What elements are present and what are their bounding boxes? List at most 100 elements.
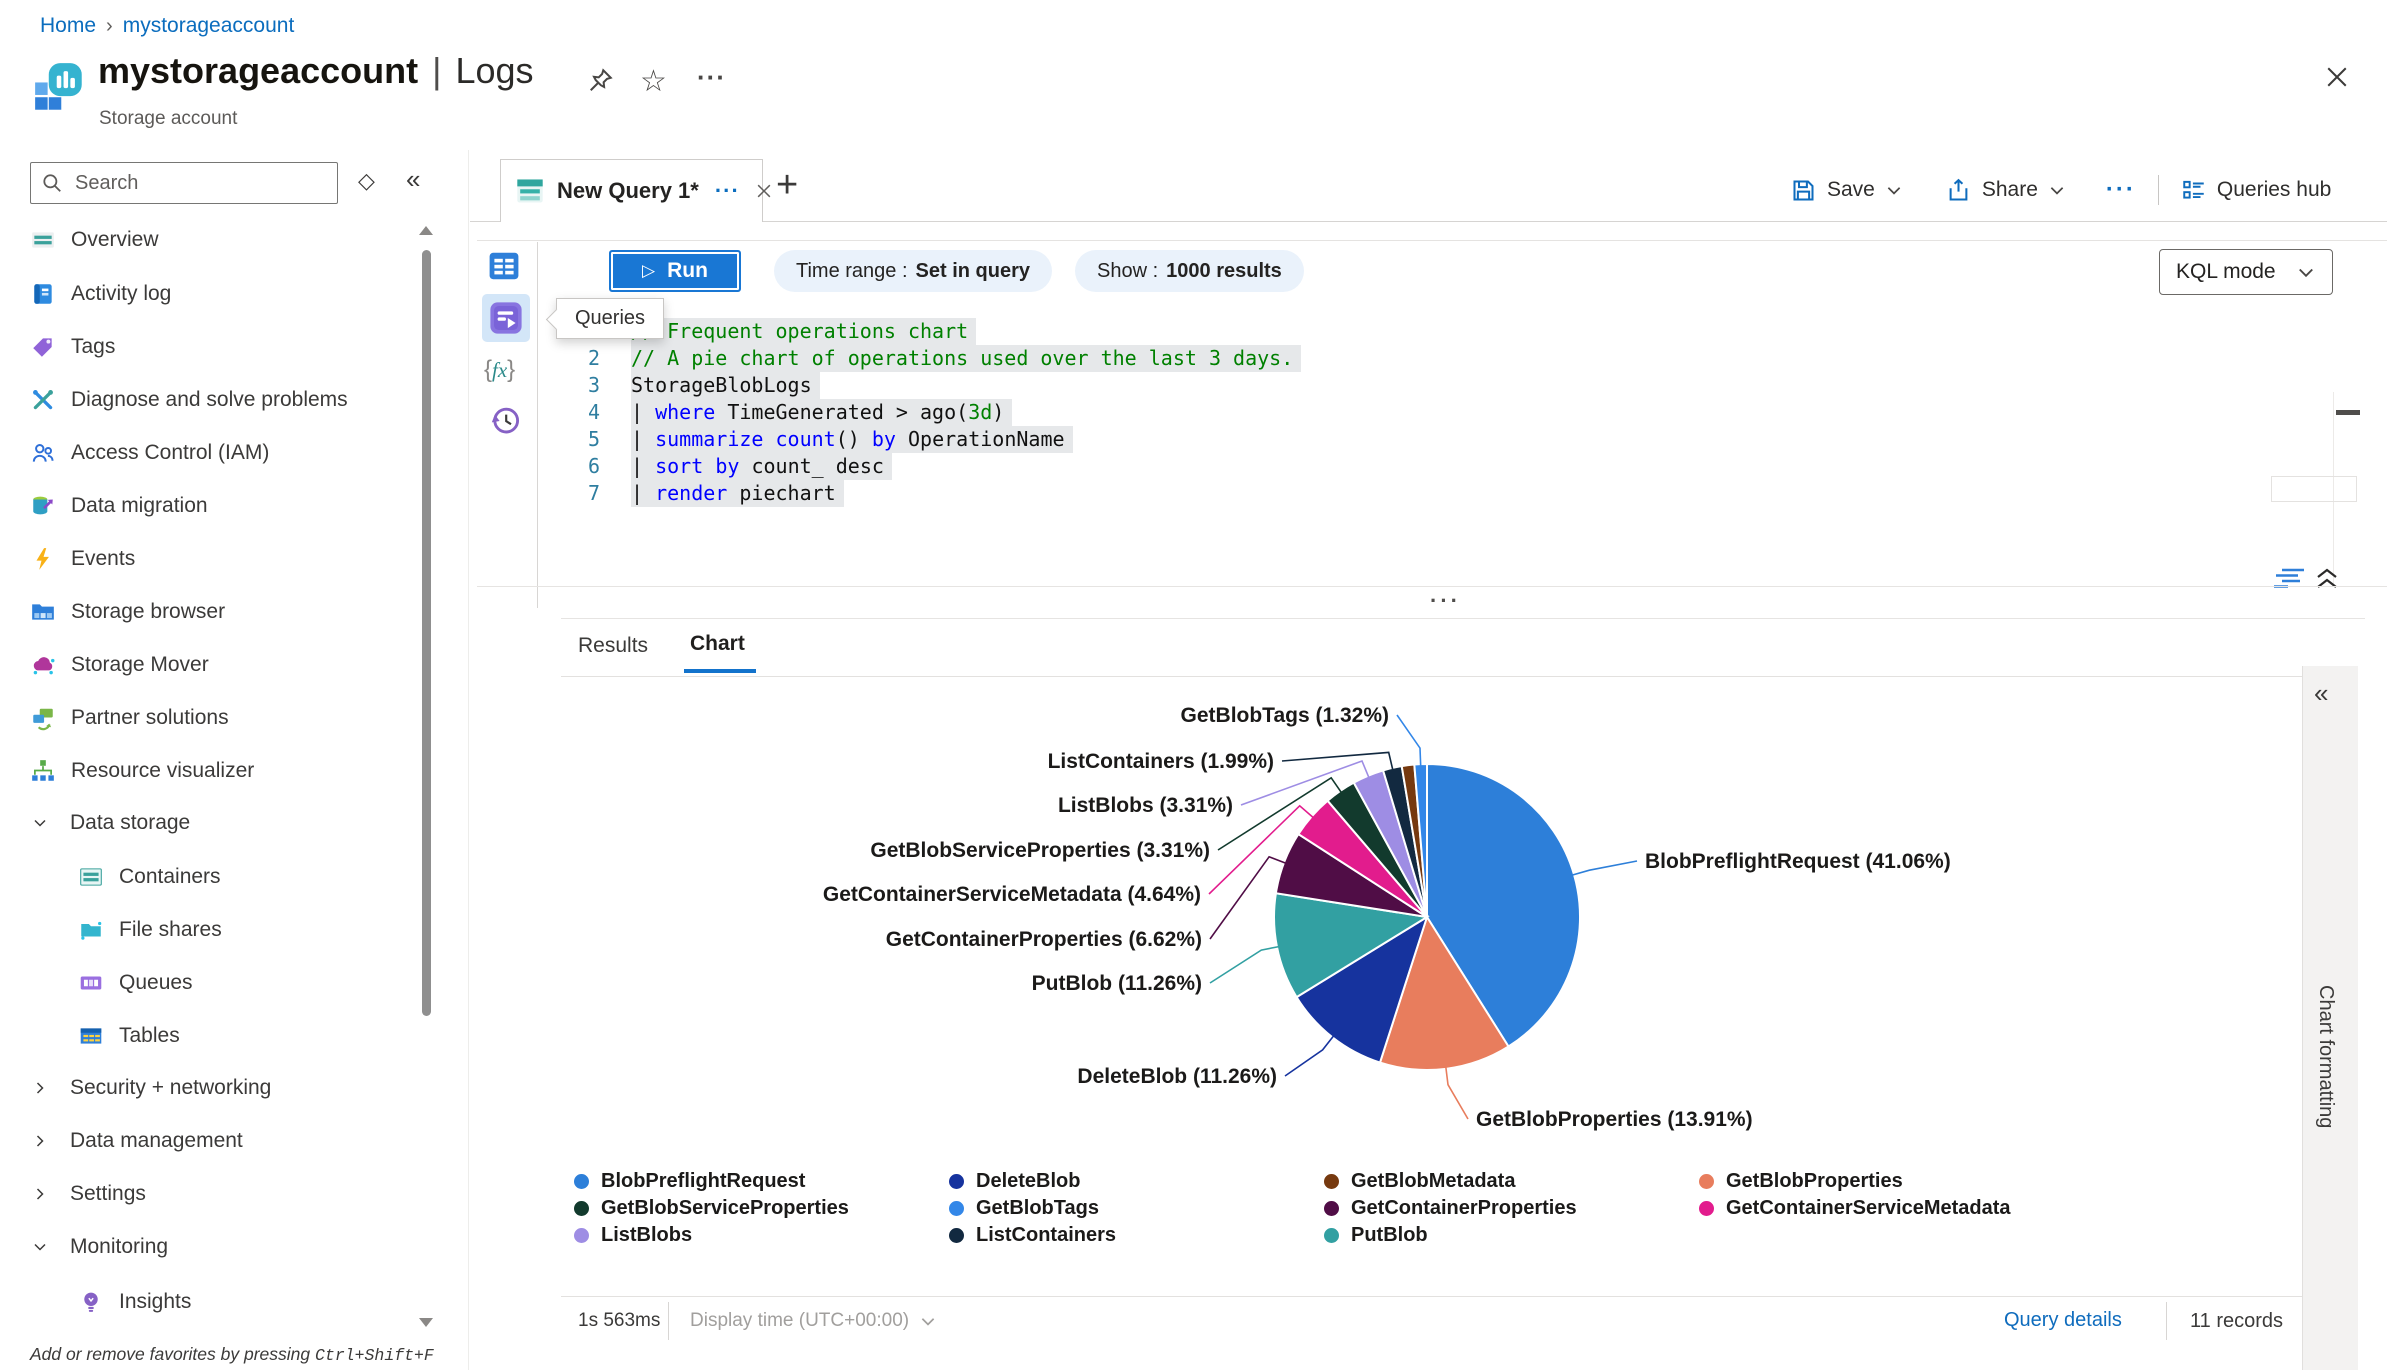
- search-input[interactable]: [75, 171, 315, 195]
- format-query-icon[interactable]: [2272, 566, 2306, 592]
- query-elapsed-time: 1s 563ms: [578, 1310, 661, 1331]
- sidebar-item-monitoring[interactable]: Monitoring: [0, 1224, 412, 1270]
- play-icon: ▷: [642, 261, 656, 280]
- tabbar-border: [470, 221, 2387, 222]
- storage-account-logo-icon: [34, 62, 84, 112]
- sidebar-item-activity-log[interactable]: Activity log: [0, 271, 412, 317]
- scrollbar-down-arrow[interactable]: [419, 1318, 433, 1327]
- chevron-down-icon[interactable]: [30, 813, 50, 833]
- legend-label: GetBlobTags: [976, 1197, 1099, 1219]
- sidebar-item-tables[interactable]: Tables: [0, 1013, 412, 1059]
- share-button[interactable]: Share: [1945, 177, 2066, 204]
- tab-results[interactable]: Results: [578, 634, 649, 657]
- chevron-right-icon[interactable]: [30, 1078, 50, 1098]
- label-leader-line: [1209, 855, 1287, 940]
- sidebar-item-access-control-iam[interactable]: Access Control (IAM): [0, 430, 412, 476]
- legend-item-getcontainerservicemetadata[interactable]: GetContainerServiceMetadata: [1699, 1195, 2074, 1222]
- sidebar-item-settings[interactable]: Settings: [0, 1171, 412, 1217]
- selected-code: | render piechart: [631, 480, 844, 507]
- query-details-link[interactable]: Query details: [2004, 1309, 2122, 1331]
- new-tab-button[interactable]: +: [776, 164, 799, 206]
- legend-label: GetBlobProperties: [1726, 1170, 1903, 1192]
- search-icon: [41, 172, 63, 194]
- expand-formatting-icon[interactable]: «: [2314, 678, 2329, 708]
- display-time-select[interactable]: Display time (UTC+00:00): [690, 1310, 937, 1332]
- sidebar-item-label: Partner solutions: [71, 706, 229, 729]
- sidebar-item-resource-visualizer[interactable]: Resource visualizer: [0, 748, 412, 794]
- legend-item-getblobmetadata[interactable]: GetBlobMetadata: [1324, 1168, 1699, 1195]
- sidebar-item-diagnose-and-solve-problems[interactable]: Diagnose and solve problems: [0, 377, 412, 423]
- editor-line-1[interactable]: 1// Frequent operations chart: [560, 318, 2330, 345]
- editor-bottom-border: [477, 586, 2387, 587]
- chevron-right-icon[interactable]: [30, 1131, 50, 1151]
- legend-item-getcontainerproperties[interactable]: GetContainerProperties: [1324, 1195, 1699, 1222]
- run-button[interactable]: ▷ Run: [609, 250, 741, 292]
- collapse-editor-icon[interactable]: [2312, 564, 2342, 592]
- sidebar-item-storage-browser[interactable]: Storage browser: [0, 589, 412, 635]
- result-limit-picker[interactable]: Show : 1000 results: [1075, 250, 1304, 292]
- sidebar-item-label: Resource visualizer: [71, 759, 255, 782]
- pin-menu-icon[interactable]: ◇: [358, 168, 375, 193]
- sidebar-item-queues[interactable]: Queues: [0, 960, 412, 1006]
- editor-line-7[interactable]: 7 | render piechart: [560, 480, 2330, 507]
- editor-line-2[interactable]: 2 // A pie chart of operations used over …: [560, 345, 2330, 372]
- tab-chart[interactable]: Chart: [690, 632, 745, 655]
- chevron-right-icon[interactable]: [30, 1184, 50, 1204]
- legend-dot-icon: [949, 1174, 964, 1189]
- sidebar-item-security-networking[interactable]: Security + networking: [0, 1065, 412, 1111]
- chevron-down-icon[interactable]: [30, 1237, 50, 1257]
- sidebar-item-file-shares[interactable]: File shares: [0, 907, 412, 953]
- legend-item-blobpreflightrequest[interactable]: BlobPreflightRequest: [574, 1168, 949, 1195]
- editor-line-3[interactable]: 3 StorageBlobLogs: [560, 372, 2330, 399]
- breadcrumb-home-link[interactable]: Home: [40, 14, 97, 37]
- scrollbar-up-arrow[interactable]: [419, 226, 433, 235]
- favorite-star-icon[interactable]: ☆: [640, 65, 667, 98]
- panel-resize-handle[interactable]: ···: [1430, 588, 1461, 613]
- legend-item-getblobproperties[interactable]: GetBlobProperties: [1699, 1168, 2074, 1195]
- editor-line-5[interactable]: 5 | summarize count() by OperationName: [560, 426, 2330, 453]
- tab-menu-icon[interactable]: ···: [714, 178, 740, 203]
- sidebar-item-data-migration[interactable]: Data migration: [0, 483, 412, 529]
- sidebar-item-storage-mover[interactable]: Storage Mover: [0, 642, 412, 688]
- sidebar-scrollbar-thumb[interactable]: [422, 250, 431, 1016]
- legend-item-listblobs[interactable]: ListBlobs: [574, 1222, 949, 1249]
- pin-icon[interactable]: [585, 66, 615, 96]
- queries-pane-icon[interactable]: [488, 300, 524, 336]
- toolbar-more-icon[interactable]: ···: [2105, 176, 2136, 203]
- time-range-picker[interactable]: Time range : Set in query: [774, 250, 1053, 292]
- collapse-sidebar-icon[interactable]: «: [406, 164, 421, 194]
- selected-code: | where TimeGenerated > ago(3d): [631, 399, 1013, 426]
- sidebar-item-partner-solutions[interactable]: Partner solutions: [0, 695, 412, 741]
- sidebar-item-data-management[interactable]: Data management: [0, 1118, 412, 1164]
- sidebar-item-data-storage[interactable]: Data storage: [0, 800, 412, 846]
- breadcrumb-current-link[interactable]: mystorageaccount: [122, 14, 295, 37]
- queues-icon: [78, 970, 104, 996]
- legend-item-getblobtags[interactable]: GetBlobTags: [949, 1195, 1324, 1222]
- sidebar-item-label: Diagnose and solve problems: [71, 388, 348, 411]
- sidebar-item-tags[interactable]: Tags: [0, 324, 412, 370]
- sidebar-item-overview[interactable]: Overview: [0, 217, 412, 263]
- tab-new-query-1[interactable]: New Query 1* ···: [500, 159, 771, 222]
- events-icon: [30, 546, 56, 572]
- legend-item-deleteblob[interactable]: DeleteBlob: [949, 1168, 1324, 1195]
- sidebar-item-events[interactable]: Events: [0, 536, 412, 582]
- query-history-icon[interactable]: [487, 402, 523, 438]
- legend-item-putblob[interactable]: PutBlob: [1324, 1222, 1699, 1249]
- kql-mode-select[interactable]: KQL mode: [2159, 249, 2333, 295]
- editor-line-6[interactable]: 6 | sort by count_ desc: [560, 453, 2330, 480]
- legend-item-listcontainers[interactable]: ListContainers: [949, 1222, 1324, 1249]
- tab-close-icon[interactable]: [754, 181, 774, 201]
- editor-line-4[interactable]: 4 | where TimeGenerated > ago(3d): [560, 399, 2330, 426]
- queries-hub-button[interactable]: Queries hub: [2181, 177, 2331, 203]
- sidebar-item-label: Insights: [119, 1290, 192, 1313]
- save-button[interactable]: Save: [1790, 177, 1903, 204]
- legend-item-getblobserviceproperties[interactable]: GetBlobServiceProperties: [574, 1195, 949, 1222]
- close-icon[interactable]: [2322, 62, 2352, 92]
- functions-pane-icon[interactable]: {fx}: [484, 356, 516, 383]
- label-leader-line: [1284, 1035, 1335, 1077]
- header-more-icon[interactable]: ···: [697, 62, 726, 92]
- sidebar-item-containers[interactable]: Containers: [0, 854, 412, 900]
- sidebar-item-insights[interactable]: Insights: [0, 1279, 412, 1325]
- tables-pane-icon[interactable]: [486, 248, 522, 284]
